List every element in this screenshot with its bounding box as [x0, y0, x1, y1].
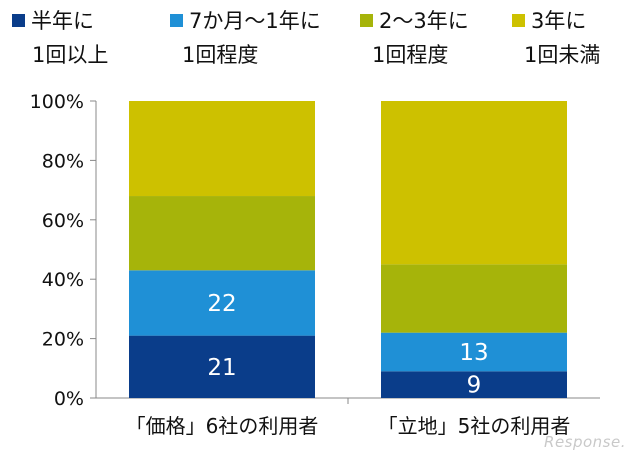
y-tick-label: 60% — [42, 210, 84, 232]
data-label: 9 — [467, 373, 482, 399]
data-label: 21 — [207, 355, 236, 381]
y-tick-label: 40% — [42, 269, 84, 291]
legend-label-line2: 1回程度 — [372, 43, 449, 67]
bar-2-segment-1 — [381, 371, 567, 398]
y-tick-label: 20% — [42, 329, 84, 351]
legend-swatch — [360, 14, 373, 27]
y-tick-label: 100% — [30, 91, 84, 113]
legend-swatch — [170, 14, 183, 27]
y-tick-label: 80% — [42, 150, 84, 172]
legend-label-line1: 半年に — [31, 9, 94, 33]
x-category-label: 「立地」5社の利用者 — [378, 414, 571, 438]
legend-label-line2: 1回以上 — [32, 43, 109, 67]
legend-swatch — [512, 14, 525, 27]
bar-2-segment-4 — [381, 101, 567, 265]
legend: 半年に 1回以上 7か月～1年に 1回程度 2～3年に 1回程度 3年に 1回未満 — [0, 0, 640, 80]
legend-item-4: 3年に 1回未満 — [512, 8, 600, 67]
legend-label-line1: 3年に — [531, 9, 587, 33]
legend-item-3: 2～3年に 1回程度 — [360, 8, 469, 67]
bar-1-segment-2 — [129, 270, 315, 336]
legend-label-line1: 7か月～1年に — [189, 9, 321, 33]
bar-2-segment-3 — [381, 264, 567, 333]
legend-swatch — [12, 14, 25, 27]
bar-1-segment-1 — [129, 335, 315, 398]
x-category-label: 「価格」6社の利用者 — [126, 414, 319, 438]
bar-1-segment-3 — [129, 196, 315, 271]
legend-label-line2: 1回程度 — [182, 43, 259, 67]
data-label: 13 — [459, 340, 488, 366]
bar-1-segment-4 — [129, 101, 315, 197]
bar-2-segment-2 — [381, 332, 567, 372]
legend-item-1: 半年に 1回以上 — [12, 8, 108, 67]
y-tick-label: 0% — [54, 388, 84, 410]
legend-item-2: 7か月～1年に 1回程度 — [170, 8, 321, 67]
data-label: 22 — [207, 291, 236, 317]
legend-label-line1: 2～3年に — [379, 9, 469, 33]
legend-label-line2: 1回未満 — [524, 43, 601, 67]
watermark: Response. — [544, 433, 626, 451]
